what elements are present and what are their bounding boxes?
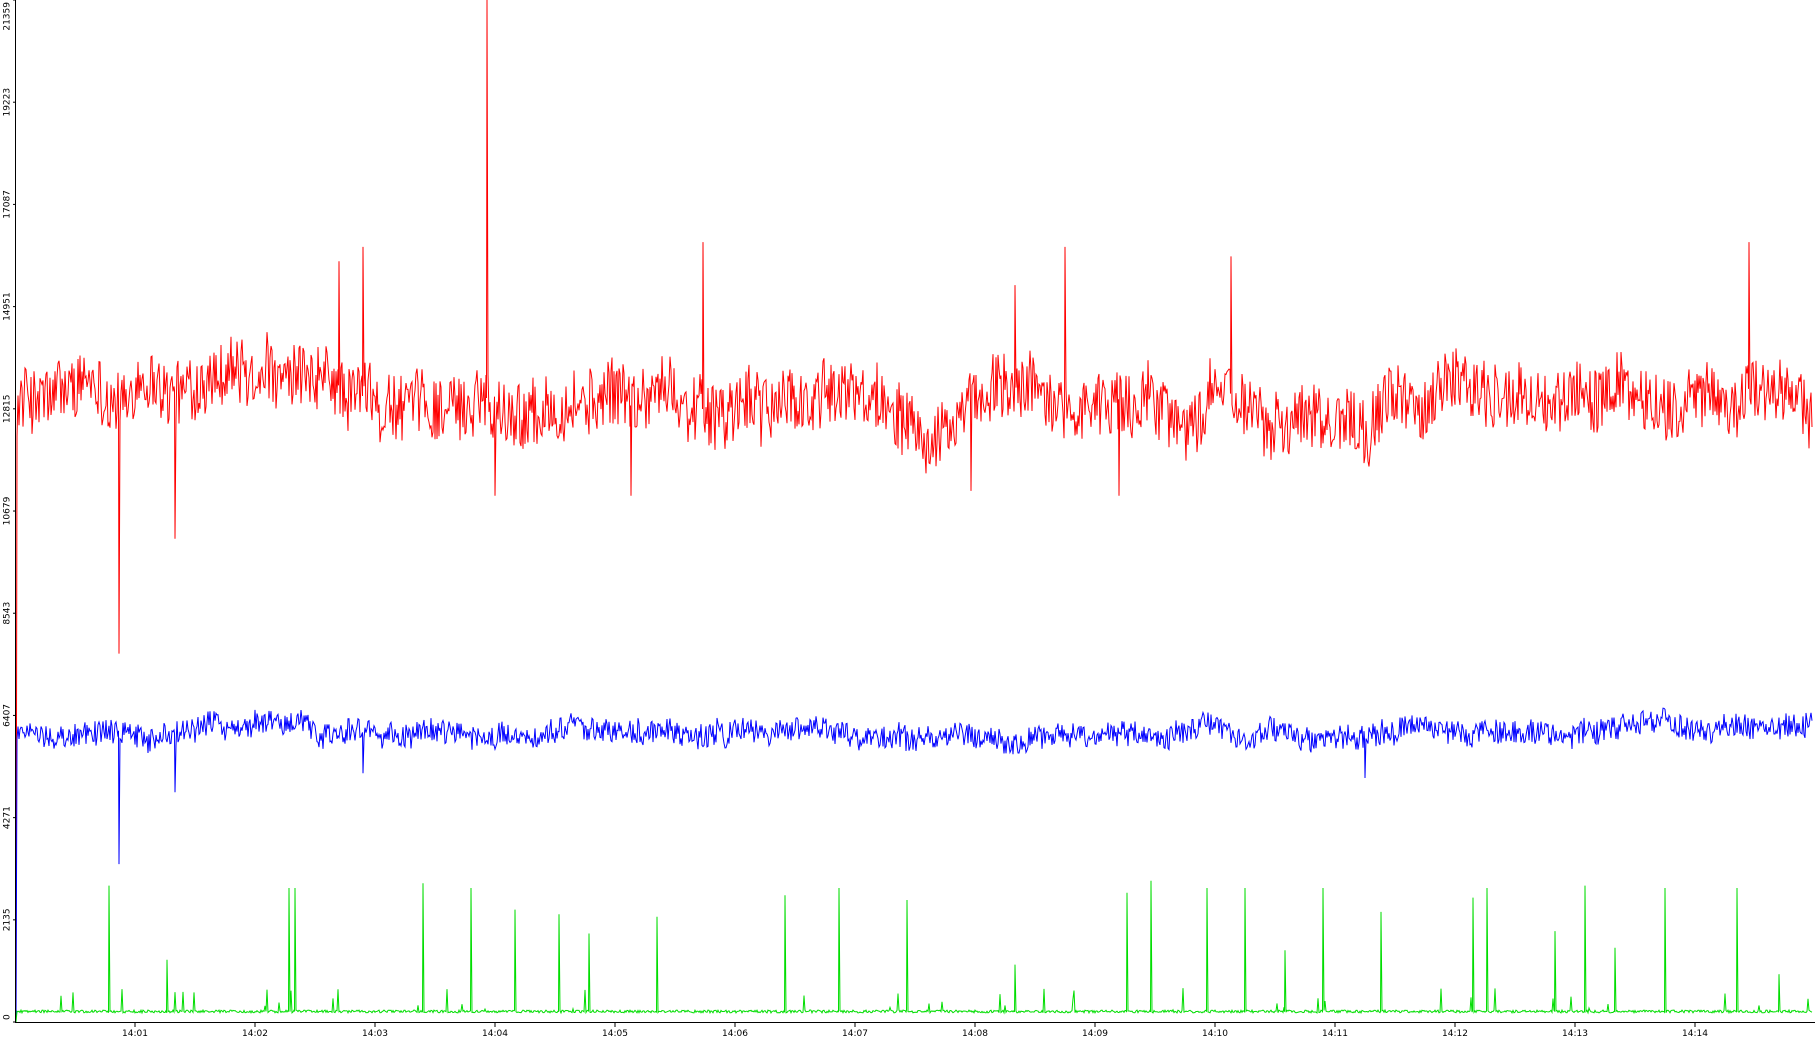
x-tick-label: 14:04 <box>482 1029 508 1039</box>
x-axis-ticks: 14:01 14:02 14:03 14:04 14:05 14:06 14:07 14:08… <box>122 1022 1708 1039</box>
series-line-3 <box>15 880 1813 1023</box>
series-line-2 <box>15 707 1813 1023</box>
x-tick-label: 14:02 <box>242 1029 268 1039</box>
x-tick-label: 14:08 <box>962 1029 988 1039</box>
y-tick-label: 0 <box>3 1014 13 1020</box>
x-tick-label: 14:07 <box>842 1029 868 1039</box>
x-tick-label: 14:05 <box>602 1029 628 1039</box>
series-line-1 <box>15 0 1813 1023</box>
x-tick-label: 14:12 <box>1442 1029 1468 1039</box>
x-tick-label: 14:01 <box>122 1029 148 1039</box>
y-tick-label: 4271 <box>3 806 13 829</box>
y-tick-label: 19223 <box>3 88 13 117</box>
y-axis-ticks: 0 2135 4271 6407 8543 10679 12815 14951 17087 192… <box>3 0 16 1023</box>
y-tick-label: 8543 <box>3 602 13 625</box>
y-tick-label: 12815 <box>3 394 13 423</box>
y-tick-label: 10679 <box>3 496 13 525</box>
y-tick-label: 14951 <box>3 292 13 321</box>
y-tick-label: 17087 <box>3 190 13 219</box>
x-tick-label: 14:14 <box>1682 1029 1708 1039</box>
x-tick-label: 14:09 <box>1082 1029 1108 1039</box>
x-tick-label: 14:10 <box>1202 1029 1228 1039</box>
y-tick-label: 2135 <box>3 908 13 931</box>
x-tick-label: 14:03 <box>362 1029 388 1039</box>
series-layer <box>15 0 1813 1023</box>
x-tick-label: 14:06 <box>722 1029 748 1039</box>
x-tick-label: 14:11 <box>1322 1029 1348 1039</box>
y-tick-label: 6407 <box>3 704 13 727</box>
y-tick-label: 21359 <box>3 2 13 31</box>
x-tick-label: 14:13 <box>1562 1029 1588 1039</box>
